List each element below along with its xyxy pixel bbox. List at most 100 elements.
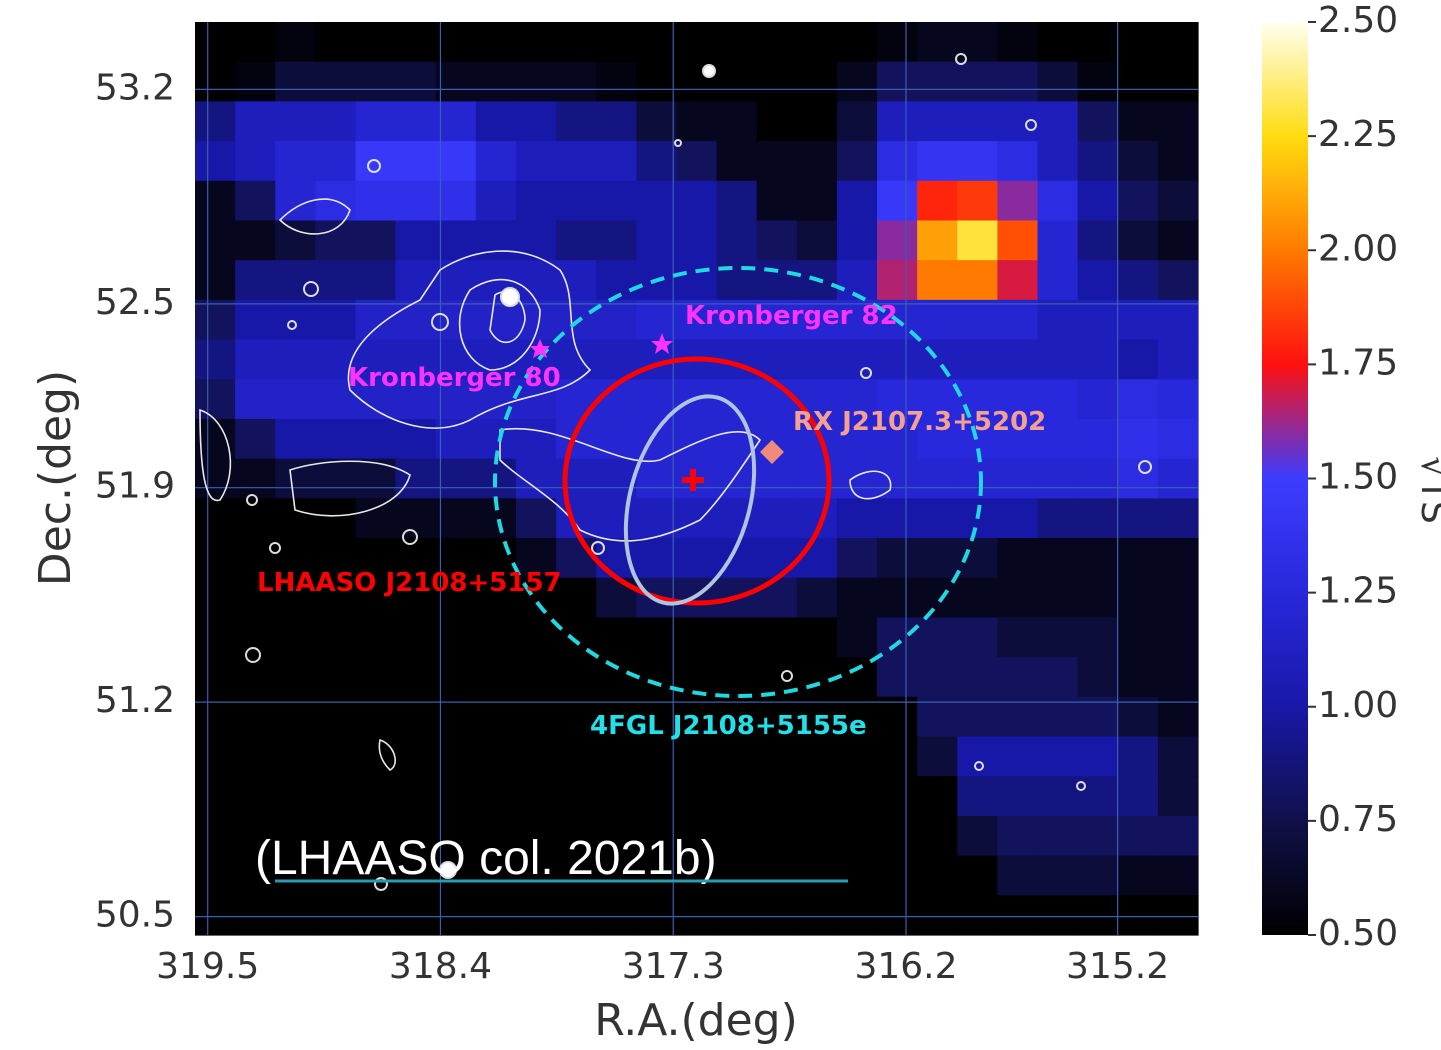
heatmap-cell — [877, 737, 918, 777]
heatmap-cell — [917, 895, 958, 935]
heatmap-cell — [636, 776, 677, 816]
heatmap-cell — [797, 657, 838, 697]
heatmap-cell — [596, 776, 637, 816]
heatmap-cell — [957, 657, 998, 697]
heatmap-cell — [997, 776, 1038, 816]
heatmap-cell — [315, 737, 356, 777]
heatmap-cell — [997, 181, 1038, 221]
heatmap-cell — [596, 737, 637, 777]
heatmap-cell — [1078, 22, 1119, 62]
heatmap-cell — [476, 697, 517, 737]
heatmap-cell — [1158, 379, 1199, 419]
heatmap-cell — [877, 220, 918, 260]
heatmap-cell — [957, 816, 998, 856]
heatmap-cell — [837, 737, 878, 777]
heatmap-cell — [396, 300, 437, 340]
heatmap-cell — [1158, 856, 1199, 896]
heatmap-cell — [957, 776, 998, 816]
heatmap-cell — [596, 300, 637, 340]
heatmap-cell — [516, 498, 557, 538]
heatmap-cell — [396, 737, 437, 777]
heatmap-cell — [797, 895, 838, 935]
heatmap-cell — [1158, 141, 1199, 181]
heatmap-cell — [396, 697, 437, 737]
heatmap-cell — [275, 419, 316, 459]
heatmap-cell — [917, 62, 958, 102]
heatmap-cell — [355, 101, 396, 141]
heatmap-cell — [797, 816, 838, 856]
heatmap-cell — [596, 895, 637, 935]
heatmap-cell — [797, 737, 838, 777]
heatmap-cell — [556, 578, 597, 618]
heatmap-cell — [556, 340, 597, 380]
heatmap-cell — [1078, 459, 1119, 499]
heatmap-cell — [1158, 776, 1199, 816]
heatmap-cell — [957, 697, 998, 737]
heatmap-cell — [997, 578, 1038, 618]
heatmap-cell — [396, 62, 437, 102]
heatmap-cell — [1158, 737, 1199, 777]
heatmap-cell — [757, 498, 798, 538]
heatmap-cell — [797, 538, 838, 578]
heatmap-cell — [1078, 657, 1119, 697]
heatmap-cell — [436, 657, 477, 697]
heatmap-cell — [195, 379, 236, 419]
heatmap-cell — [1038, 697, 1079, 737]
colorbar-tick-label: 2.50 — [1318, 0, 1398, 41]
heatmap-cell — [275, 260, 316, 300]
heatmap-cell — [355, 498, 396, 538]
heatmap-cell — [195, 141, 236, 181]
colorbar-tick-label: 0.75 — [1318, 799, 1398, 840]
heatmap-cell — [315, 776, 356, 816]
heatmap-cell — [957, 62, 998, 102]
heatmap-cell — [1118, 419, 1159, 459]
heatmap-cell — [235, 697, 276, 737]
heatmap-cell — [275, 22, 316, 62]
heatmap-cell — [1078, 895, 1119, 935]
heatmap-cell — [997, 498, 1038, 538]
heatmap-cell — [797, 617, 838, 657]
heatmap-cell — [957, 617, 998, 657]
heatmap-cell — [556, 419, 597, 459]
heatmap-cell — [275, 141, 316, 181]
heatmap-cell — [476, 737, 517, 777]
colorbar-ticks: 0.500.751.001.251.501.752.002.252.50 — [1308, 0, 1398, 954]
heatmap-cell — [1118, 895, 1159, 935]
heatmap-cell — [1038, 737, 1079, 777]
heatmap-cell — [1078, 260, 1119, 300]
heatmap-cell — [917, 141, 958, 181]
heatmap-cell — [1038, 260, 1079, 300]
heatmap-cell — [556, 895, 597, 935]
heatmap-cell — [717, 220, 758, 260]
heatmap-cell — [757, 22, 798, 62]
heatmap-cell — [355, 697, 396, 737]
heatmap-cell — [997, 737, 1038, 777]
heatmap-cell — [877, 181, 918, 221]
heatmap-cell — [516, 141, 557, 181]
heatmap-cell — [1118, 181, 1159, 221]
heatmap-cell — [676, 22, 717, 62]
heatmap-cell — [717, 816, 758, 856]
heatmap-cell — [917, 856, 958, 896]
heatmap-cell — [396, 419, 437, 459]
x-tick-label: 317.3 — [622, 946, 725, 987]
heatmap-cell — [396, 101, 437, 141]
heatmap-cell — [717, 776, 758, 816]
heatmap-cell — [1078, 578, 1119, 618]
heatmap-cell — [837, 101, 878, 141]
heatmap-cell — [195, 697, 236, 737]
heatmap-cell — [1158, 895, 1199, 935]
heatmap-cell — [275, 697, 316, 737]
heatmap-cell — [195, 617, 236, 657]
heatmap-cell — [636, 895, 677, 935]
heatmap-cell — [275, 498, 316, 538]
colorbar-tick-label: 1.75 — [1318, 342, 1398, 383]
heatmap-cell — [636, 101, 677, 141]
heatmap-cell — [917, 260, 958, 300]
heatmap-cell — [436, 895, 477, 935]
y-tick-label: 51.2 — [95, 680, 175, 721]
heatmap-cell — [235, 776, 276, 816]
heatmap-cell — [195, 62, 236, 102]
heatmap-cell — [837, 538, 878, 578]
heatmap-cell — [556, 260, 597, 300]
